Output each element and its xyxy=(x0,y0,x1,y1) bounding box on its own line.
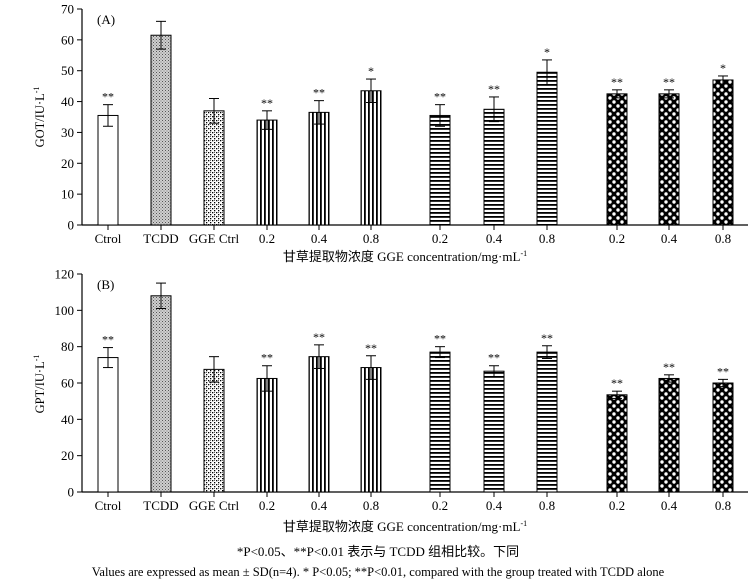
y-tick-label: 60 xyxy=(61,32,74,47)
bar xyxy=(536,71,558,226)
y-tick-label: 70 xyxy=(61,2,74,17)
bar xyxy=(483,370,505,493)
significance-label: ** xyxy=(434,90,446,104)
significance-label: ** xyxy=(488,82,500,96)
bar xyxy=(256,119,278,226)
panel-b-x-axis-label: 甘草提取物浓度 GGE concentration/mg·mL-1 xyxy=(283,519,527,534)
significance-label: ** xyxy=(663,75,675,89)
bar xyxy=(429,351,451,493)
x-tick-label: 0.8 xyxy=(715,231,731,246)
x-tick-label: 0.4 xyxy=(311,231,328,246)
y-tick-label: 20 xyxy=(61,448,74,463)
y-tick-label: 0 xyxy=(68,218,75,233)
significance-label: ** xyxy=(541,331,553,345)
x-tick-label: 0.8 xyxy=(539,231,555,246)
bar xyxy=(150,295,172,493)
x-tick-label: 0.8 xyxy=(363,231,379,246)
bar xyxy=(256,377,278,493)
bar xyxy=(203,110,225,226)
y-tick-label: 100 xyxy=(55,303,75,318)
y-tick-label: 10 xyxy=(61,187,74,202)
x-tick-label: 0.2 xyxy=(259,498,275,513)
bar xyxy=(150,34,172,226)
panel-a-x-axis-label: 甘草提取物浓度 GGE concentration/mg·mL-1 xyxy=(283,249,527,264)
x-tick-label: 0.8 xyxy=(715,498,731,513)
panel-b-label: (B) xyxy=(97,277,114,292)
x-tick-label: TCDD xyxy=(143,498,178,513)
figure: (A) GOT/IU·L-1 甘草提取物浓度 GGE concentration… xyxy=(32,2,748,534)
x-tick-label: 0.4 xyxy=(486,231,503,246)
caption-chinese: *P<0.05、**P<0.01 表示与 TCDD 组相比较。下同 xyxy=(236,544,520,559)
bar xyxy=(308,111,330,226)
x-tick-label: Ctrol xyxy=(95,498,122,513)
significance-label: ** xyxy=(365,341,377,355)
x-tick-label: 0.2 xyxy=(609,231,625,246)
y-tick-label: 80 xyxy=(61,339,74,354)
panel-a-y-axis-label: GOT/IU·L-1 xyxy=(32,87,47,148)
bar xyxy=(429,114,451,226)
bar xyxy=(97,114,119,226)
x-tick-label: GGE Ctrl xyxy=(189,231,240,246)
x-tick-label: 0.4 xyxy=(661,498,678,513)
bar xyxy=(360,367,382,493)
x-tick-label: 0.4 xyxy=(661,231,678,246)
bar xyxy=(203,368,225,493)
y-tick-label: 120 xyxy=(55,267,75,282)
bar xyxy=(606,394,628,493)
x-tick-label: 0.4 xyxy=(311,498,328,513)
panel-b-gpt: (B) GPT/IU·L-1 甘草提取物浓度 GGE concentration… xyxy=(32,267,748,534)
bar xyxy=(536,351,558,493)
panel-a-label: (A) xyxy=(97,12,115,27)
y-tick-label: 20 xyxy=(61,156,74,171)
bar xyxy=(360,90,382,226)
significance-label: ** xyxy=(261,96,273,110)
bar xyxy=(97,357,119,493)
x-tick-label: 0.8 xyxy=(539,498,555,513)
significance-label: * xyxy=(368,64,374,78)
x-tick-label: 0.2 xyxy=(609,498,625,513)
x-tick-label: 0.2 xyxy=(432,498,448,513)
significance-label: ** xyxy=(488,351,500,365)
x-tick-label: Ctrol xyxy=(95,231,122,246)
significance-label: * xyxy=(544,45,550,59)
panel-a-got: (A) GOT/IU·L-1 甘草提取物浓度 GGE concentration… xyxy=(32,2,748,264)
x-tick-label: 0.2 xyxy=(259,231,275,246)
bar xyxy=(658,93,680,226)
bar xyxy=(658,377,680,493)
x-tick-label: 0.2 xyxy=(432,231,448,246)
y-tick-label: 60 xyxy=(61,376,74,391)
y-tick-label: 30 xyxy=(61,125,74,140)
significance-label: ** xyxy=(663,360,675,374)
significance-label: ** xyxy=(102,333,114,347)
caption-english: Values are expressed as mean ± SD(n=4). … xyxy=(91,565,665,579)
panel-b-y-axis-label: GPT/IU·L-1 xyxy=(32,355,47,414)
x-tick-label: 0.4 xyxy=(486,498,503,513)
significance-label: ** xyxy=(611,376,623,390)
significance-label: ** xyxy=(611,75,623,89)
x-tick-label: GGE Ctrl xyxy=(189,498,240,513)
significance-label: ** xyxy=(717,364,729,378)
bar xyxy=(606,93,628,226)
significance-label: ** xyxy=(261,351,273,365)
significance-label: ** xyxy=(313,330,325,344)
y-tick-label: 40 xyxy=(61,94,74,109)
y-tick-label: 50 xyxy=(61,63,74,78)
significance-label: ** xyxy=(434,332,446,346)
x-tick-label: TCDD xyxy=(143,231,178,246)
significance-label: ** xyxy=(313,86,325,100)
bar xyxy=(712,79,734,226)
bar xyxy=(308,356,330,493)
significance-label: ** xyxy=(102,90,114,104)
significance-label: * xyxy=(720,61,726,75)
bar xyxy=(712,382,734,493)
bar xyxy=(483,108,505,226)
y-tick-label: 0 xyxy=(68,485,75,500)
x-tick-label: 0.8 xyxy=(363,498,379,513)
y-tick-label: 40 xyxy=(61,412,74,427)
